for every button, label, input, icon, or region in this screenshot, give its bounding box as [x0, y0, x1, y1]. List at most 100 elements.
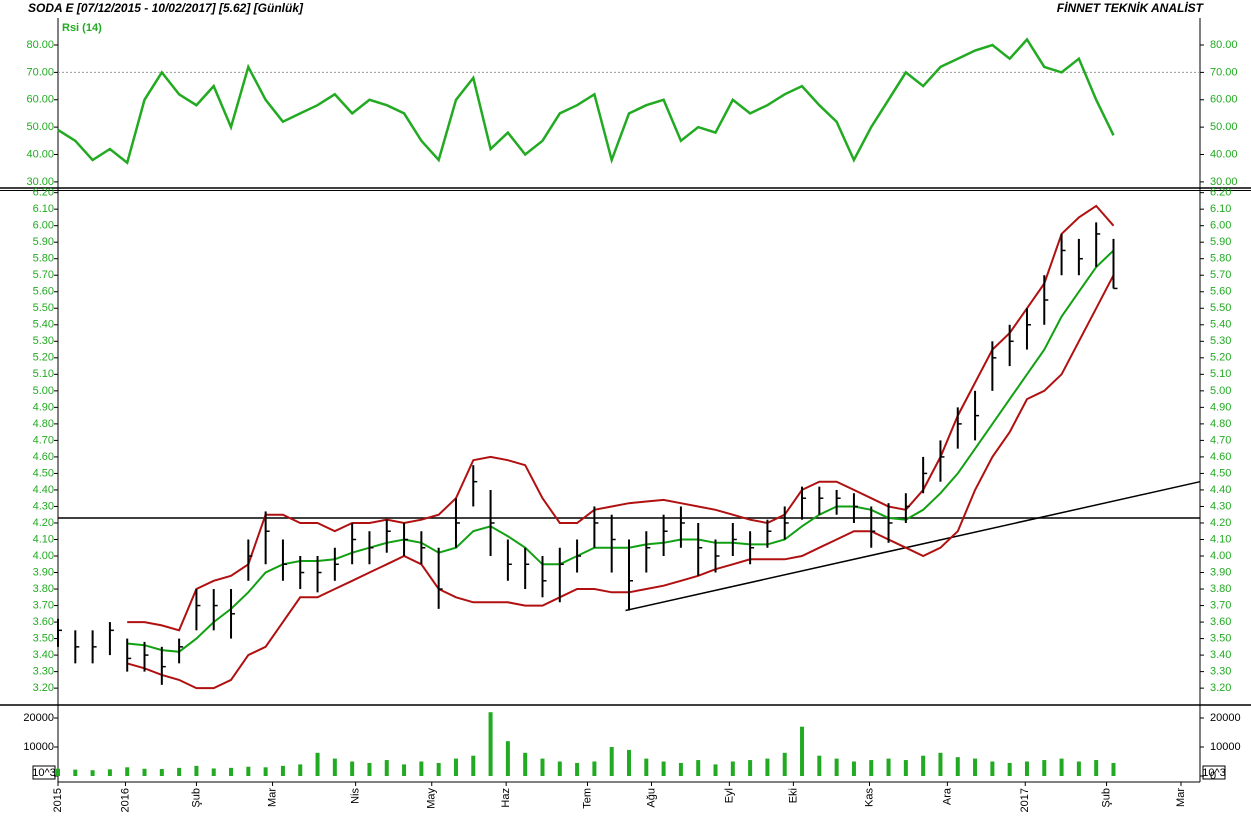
- volume-bar: [851, 761, 856, 776]
- y-tick-label: 60.00: [1210, 94, 1238, 106]
- volume-bar: [678, 762, 683, 776]
- volume-bar: [540, 758, 545, 776]
- x-tick-label: 2017: [1019, 788, 1031, 812]
- volume-bar: [488, 712, 493, 776]
- y-tick-label: 30.00: [26, 176, 54, 188]
- volume-bar: [73, 769, 78, 776]
- volume-bar: [332, 758, 337, 776]
- y-tick-label: 0: [1210, 770, 1216, 782]
- volume-bar: [730, 761, 735, 776]
- y-tick-label: 20000: [1210, 712, 1241, 724]
- y-tick-label: 5.80: [33, 253, 54, 265]
- y-tick-label: 6.10: [1210, 203, 1231, 215]
- volume-bar: [402, 764, 407, 776]
- y-tick-label: 40.00: [26, 148, 54, 160]
- x-tick-label: Kas: [863, 788, 875, 807]
- y-tick-label: 4.00: [33, 550, 54, 562]
- y-tick-label: 5.00: [1210, 385, 1231, 397]
- y-tick-label: 70.00: [1210, 66, 1238, 78]
- volume-bar: [592, 761, 597, 776]
- x-tick-label: May: [426, 788, 438, 809]
- volume-bar: [765, 758, 770, 776]
- header-title: SODA E [07/12/2015 - 10/02/2017] [5.62] …: [28, 1, 304, 15]
- volume-bar: [1059, 758, 1064, 776]
- volume-bar: [436, 762, 441, 776]
- y-tick-label: 5.90: [1210, 236, 1231, 248]
- volume-bar: [246, 766, 251, 776]
- volume-bar: [973, 758, 978, 776]
- x-tick-label: Eyl: [723, 788, 735, 803]
- volume-bar: [229, 767, 234, 776]
- y-tick-label: 5.90: [33, 236, 54, 248]
- volume-bar: [1024, 761, 1029, 776]
- volume-bar: [955, 757, 960, 776]
- volume-bar: [886, 758, 891, 776]
- x-tick-label: Haz: [500, 788, 512, 808]
- y-tick-label: 5.40: [33, 319, 54, 331]
- y-tick-label: 3.70: [1210, 599, 1231, 611]
- volume-bar: [1007, 762, 1012, 776]
- y-tick-label: 6.00: [1210, 220, 1231, 232]
- y-tick-label: 3.80: [33, 583, 54, 595]
- y-tick-label: 4.10: [1210, 533, 1231, 545]
- volume-bar: [782, 752, 787, 776]
- volume-bar: [350, 761, 355, 776]
- volume-bar: [159, 769, 164, 776]
- y-tick-label: 4.40: [1210, 484, 1231, 496]
- volume-bar: [1042, 760, 1047, 776]
- band-lower: [126, 274, 1115, 690]
- y-tick-label: 5.20: [1210, 352, 1231, 364]
- unit-label: 10^3: [1202, 767, 1226, 779]
- volume-bar: [903, 760, 908, 776]
- y-tick-label: 3.80: [1210, 583, 1231, 595]
- band-middle: [127, 249, 1115, 653]
- y-tick-label: 4.60: [1210, 451, 1231, 463]
- y-tick-label: 3.60: [1210, 616, 1231, 628]
- y-tick-label: 20000: [23, 712, 54, 724]
- y-tick-label: 4.90: [1210, 401, 1231, 413]
- volume-bar: [263, 767, 268, 776]
- x-tick-label: Eki: [787, 788, 799, 803]
- y-tick-label: 3.50: [1210, 632, 1231, 644]
- y-tick-label: 3.50: [33, 632, 54, 644]
- volume-bar: [661, 761, 666, 776]
- y-tick-label: 3.90: [33, 566, 54, 578]
- y-tick-label: 4.60: [33, 451, 54, 463]
- unit-box: [32, 765, 56, 780]
- y-tick-label: 5.20: [33, 352, 54, 364]
- volume-bar: [800, 726, 805, 776]
- y-tick-label: 4.50: [33, 467, 54, 479]
- volume-bar: [990, 761, 995, 776]
- volume-bar: [177, 767, 182, 776]
- volume-bar: [748, 760, 753, 776]
- y-tick-label: 10000: [23, 741, 54, 753]
- y-tick-label: 3.30: [1210, 666, 1231, 678]
- volume-bar: [125, 767, 130, 776]
- y-tick-label: 5.50: [33, 302, 54, 314]
- x-tick-label: Ağu: [645, 788, 657, 808]
- y-tick-label: 40.00: [1210, 148, 1238, 160]
- y-tick-label: 3.20: [33, 682, 54, 694]
- x-tick-label: Tem: [581, 788, 593, 809]
- volume-bar: [194, 765, 199, 776]
- y-tick-label: 6.00: [33, 220, 54, 232]
- volume-bar: [869, 760, 874, 776]
- y-tick-label: 6.10: [33, 203, 54, 215]
- y-tick-label: 3.90: [1210, 566, 1231, 578]
- y-tick-label: 80.00: [1210, 39, 1238, 51]
- trend-line: [625, 480, 1201, 612]
- volume-bar: [609, 747, 614, 776]
- volume-bar: [834, 758, 839, 776]
- y-tick-label: 4.40: [33, 484, 54, 496]
- y-tick-label: 10000: [1210, 741, 1241, 753]
- volume-bar: [298, 764, 303, 776]
- y-tick-label: 3.70: [33, 599, 54, 611]
- y-tick-label: 6.20: [33, 187, 54, 199]
- y-tick-label: 3.40: [33, 649, 54, 661]
- volume-bar: [211, 768, 216, 776]
- y-tick-label: 4.30: [33, 500, 54, 512]
- y-tick-label: 4.70: [33, 434, 54, 446]
- x-tick-label: Nis: [350, 788, 362, 804]
